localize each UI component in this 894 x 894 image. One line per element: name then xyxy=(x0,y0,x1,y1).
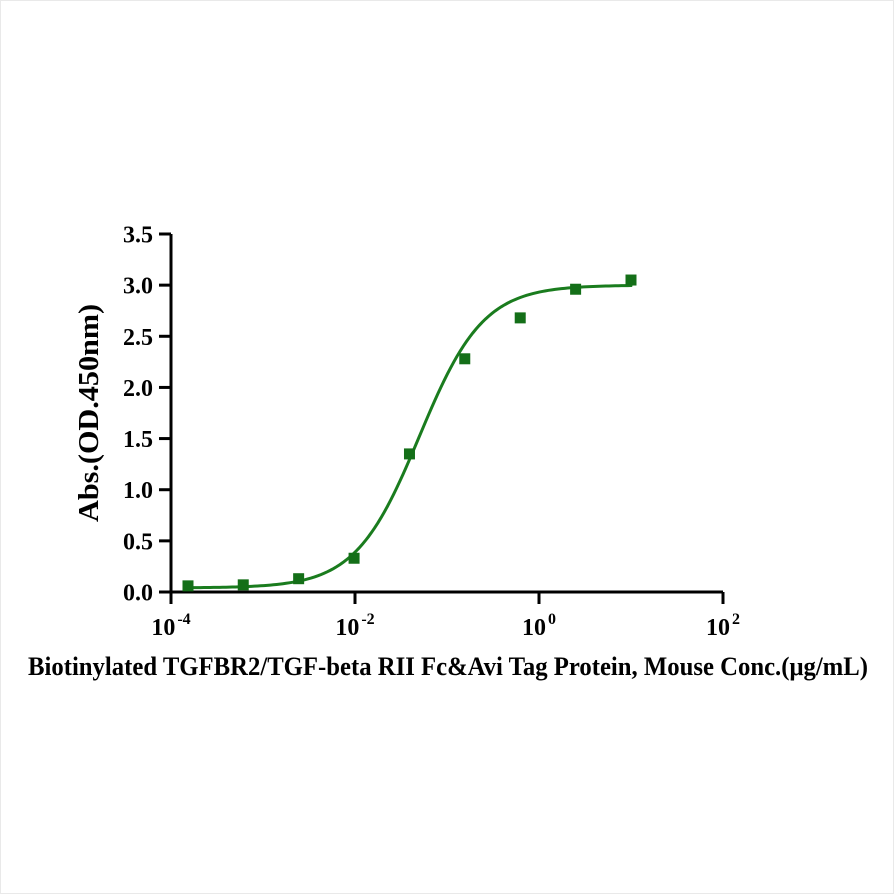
y-tick-label: 1.0 xyxy=(123,478,153,504)
data-point-marker xyxy=(348,552,360,564)
data-point-marker xyxy=(459,353,471,365)
y-tick-label: 2.0 xyxy=(123,376,153,402)
data-point-marker xyxy=(514,312,526,324)
y-tick-label: 0.5 xyxy=(123,529,153,555)
axes-layer: 0.0 0.5 1.0 1.5 2.0 2.5 3.0 3.5 10 -4 10 -2 10 0 10 2 xyxy=(123,223,740,642)
data-point-marker xyxy=(182,580,194,592)
data-point-marker xyxy=(570,283,582,295)
x-tick-label: 10 -2 xyxy=(335,611,374,641)
x-tick-label: 10 -4 xyxy=(151,611,190,641)
x-tick-label: 10 2 xyxy=(706,611,740,641)
axis-spines xyxy=(169,234,723,594)
y-tick-label: 2.5 xyxy=(123,325,153,351)
y-tick-label: 1.5 xyxy=(123,427,153,453)
x-axis-title: Biotinylated TGFBR2/TGF-beta RII Fc&Avi … xyxy=(28,652,868,681)
y-tick-label: 3.0 xyxy=(123,274,153,300)
y-tick-label: 0.0 xyxy=(123,581,153,607)
data-series-layer xyxy=(182,274,637,592)
x-tick-label: 10 0 xyxy=(522,611,556,641)
data-point-marker xyxy=(293,573,305,585)
data-point-marker xyxy=(403,448,415,460)
fit-curve xyxy=(186,284,633,590)
y-axis-title: Abs.(OD.450nm) xyxy=(74,304,105,522)
data-point-marker xyxy=(237,579,249,591)
data-point-marker xyxy=(625,274,637,286)
y-tick-label: 3.5 xyxy=(123,223,153,249)
